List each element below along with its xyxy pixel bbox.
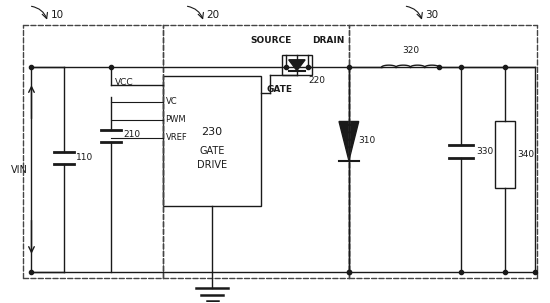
Text: 330: 330 (476, 147, 493, 156)
Text: 210: 210 (123, 131, 140, 139)
Text: 340: 340 (517, 150, 534, 159)
Text: DRAIN: DRAIN (312, 36, 344, 45)
Text: 10: 10 (51, 10, 64, 20)
Text: GATE: GATE (267, 85, 293, 95)
Polygon shape (339, 122, 359, 161)
Text: 230: 230 (201, 127, 223, 137)
Text: VC: VC (166, 98, 177, 106)
Text: GATE: GATE (200, 146, 225, 157)
Text: DRIVE: DRIVE (197, 160, 227, 170)
Text: VREF: VREF (166, 134, 188, 142)
Text: 20: 20 (207, 10, 219, 20)
Text: 310: 310 (359, 136, 376, 145)
Text: 110: 110 (76, 153, 94, 162)
Text: SOURCE: SOURCE (250, 36, 292, 45)
Text: PWM: PWM (166, 115, 186, 125)
Text: VIN: VIN (11, 165, 28, 175)
Text: 320: 320 (402, 46, 419, 55)
Text: 30: 30 (426, 10, 438, 20)
Text: 220: 220 (309, 76, 326, 85)
Text: VCC: VCC (115, 78, 134, 87)
Polygon shape (289, 60, 305, 71)
